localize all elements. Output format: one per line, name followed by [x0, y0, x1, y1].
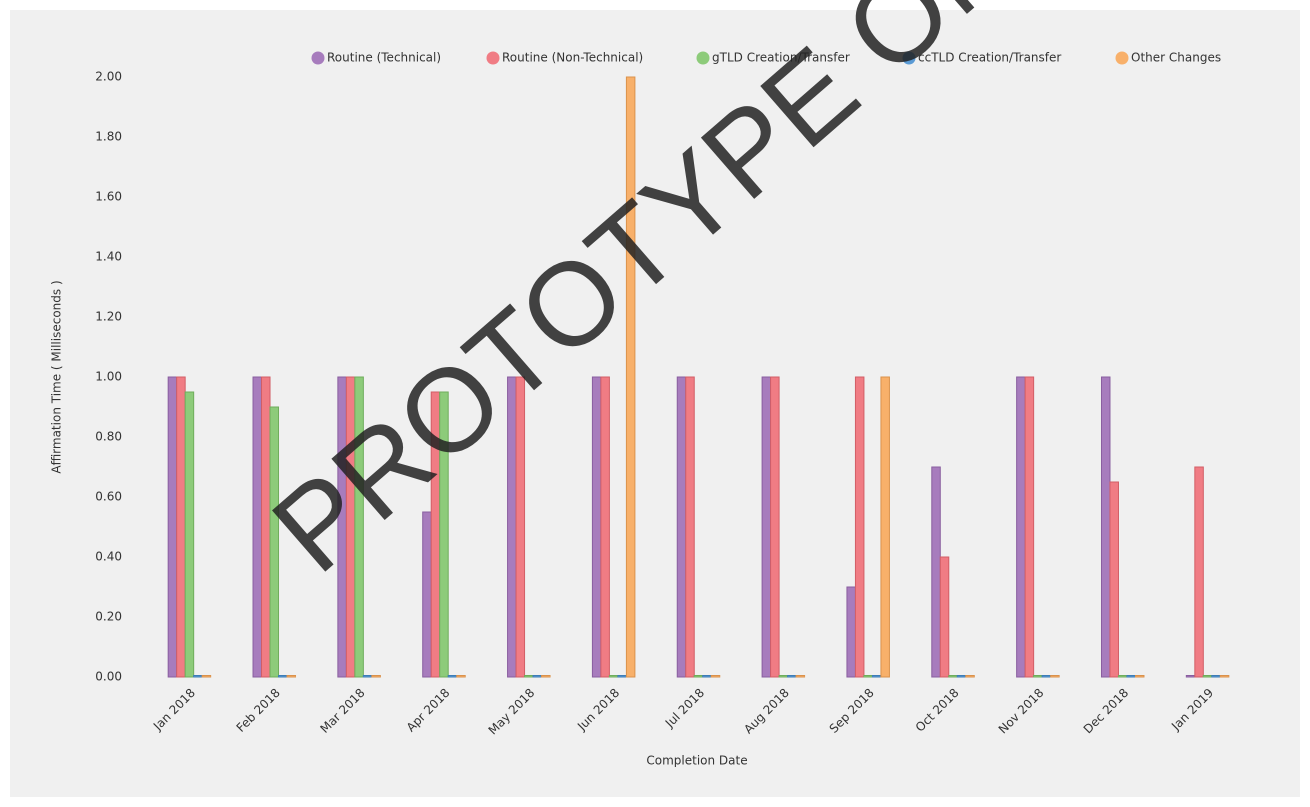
bar — [1211, 675, 1221, 678]
legend-marker — [696, 51, 710, 65]
bar — [787, 675, 797, 678]
bar — [278, 675, 288, 678]
bar — [965, 675, 975, 678]
bar — [1194, 466, 1204, 678]
bar — [371, 675, 381, 678]
y-tick-label: 1.00 — [95, 370, 122, 384]
bar — [269, 406, 280, 678]
y-tick-label: 1.80 — [95, 130, 122, 144]
bar — [600, 376, 610, 678]
y-tick-label: 2.00 — [95, 70, 122, 84]
bar — [591, 376, 602, 678]
bar — [532, 675, 543, 678]
bar — [286, 675, 297, 678]
bar — [863, 675, 873, 678]
y-tick-label: 1.60 — [95, 190, 122, 204]
bar — [184, 391, 195, 678]
legend-marker — [486, 51, 500, 65]
bar — [871, 675, 882, 678]
bar — [1117, 675, 1128, 678]
bar — [1134, 675, 1145, 678]
bar — [956, 675, 967, 678]
bar — [710, 675, 721, 678]
bar — [676, 376, 687, 678]
legend-label: Other Changes — [1131, 51, 1221, 65]
bar — [693, 675, 704, 678]
bar — [948, 675, 958, 678]
bar — [193, 675, 203, 678]
bar — [1185, 675, 1196, 678]
bar — [846, 586, 856, 678]
bar — [1050, 675, 1060, 678]
bar — [362, 675, 373, 678]
legend-marker — [311, 51, 325, 65]
bar — [1100, 376, 1111, 678]
bar — [1016, 376, 1026, 678]
y-tick-label: 0.20 — [95, 610, 122, 624]
bar — [524, 675, 534, 678]
bar — [685, 376, 695, 678]
bar — [939, 556, 950, 678]
bar — [795, 675, 806, 678]
legend-label: Routine (Non-Technical) — [502, 51, 643, 65]
chart-background — [10, 10, 1300, 797]
legend-label: Routine (Technical) — [327, 51, 441, 65]
bar — [541, 675, 551, 678]
bar — [201, 675, 212, 678]
legend-marker — [1115, 51, 1129, 65]
bar — [447, 675, 458, 678]
legend-label: ccTLD Creation/Transfer — [918, 51, 1061, 65]
bar — [778, 675, 789, 678]
bar — [880, 376, 890, 678]
legend-label: gTLD Creation/Transfer — [712, 51, 850, 65]
bar — [1033, 675, 1043, 678]
bar — [1202, 675, 1213, 678]
bar — [1219, 675, 1230, 678]
bar — [1041, 675, 1052, 678]
bar — [854, 376, 865, 678]
bar — [252, 376, 263, 678]
bar — [176, 376, 186, 678]
bar — [261, 376, 271, 678]
bar — [931, 466, 941, 678]
bar — [456, 675, 466, 678]
bar — [608, 675, 619, 678]
y-tick-label: 0.60 — [95, 490, 122, 504]
bar — [1109, 481, 1119, 678]
y-tick-label: 1.40 — [95, 250, 122, 264]
bar — [167, 376, 178, 678]
bar — [1024, 376, 1035, 678]
y-tick-label: 0.00 — [95, 670, 122, 684]
bar — [761, 376, 772, 678]
y-tick-label: 1.20 — [95, 310, 122, 324]
bar — [617, 675, 627, 678]
bar — [515, 376, 526, 678]
y-tick-label: 0.80 — [95, 430, 122, 444]
bar — [625, 76, 636, 678]
x-axis-label: Completion Date — [646, 754, 747, 768]
bar — [770, 376, 780, 678]
bar — [354, 376, 364, 678]
bar — [439, 391, 449, 678]
bar — [1126, 675, 1136, 678]
y-axis-label: Affirmation Time ( Milliseconds ) — [50, 280, 64, 473]
bar — [702, 675, 712, 678]
bar — [422, 511, 432, 678]
legend-marker — [902, 51, 916, 65]
y-tick-label: 0.40 — [95, 550, 122, 564]
